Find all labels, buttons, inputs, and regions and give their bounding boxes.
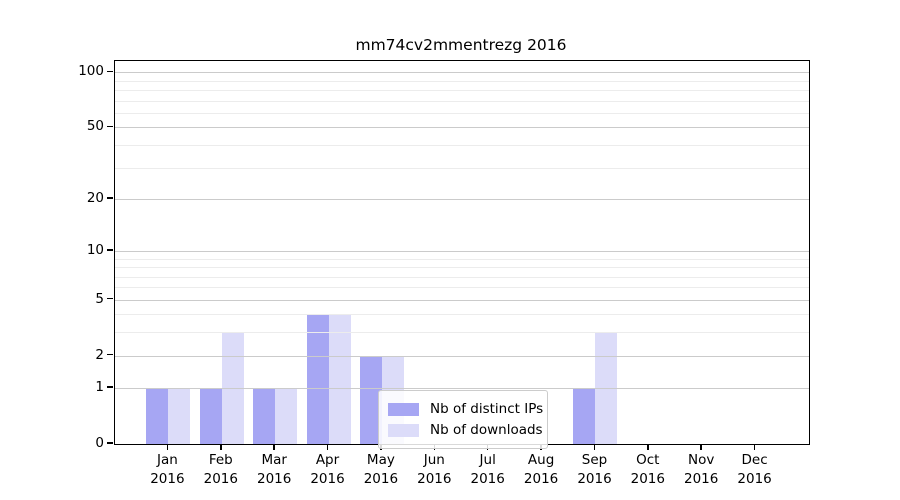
x-tick-year: 2016 [417,471,452,487]
legend: Nb of distinct IPs Nb of downloads [378,390,548,449]
x-tick-month: Apr [315,452,340,468]
chart-title: mm74cv2mmentrezg 2016 [355,36,567,54]
x-tick-year: 2016 [737,471,772,487]
gridline-minor [115,90,809,92]
y-axis-tick [107,353,113,356]
y-axis-tick [107,442,113,444]
x-tick-month: May [366,452,395,468]
x-tick-year: 2016 [523,471,559,487]
x-axis-tick-label: Jan 2016 [135,451,199,489]
y-axis-tick-label: 2 [95,346,104,363]
x-axis-tick-label: Dec 2016 [723,451,787,489]
x-axis-tick-label: Nov 2016 [669,451,733,489]
gridline-minor [115,258,809,260]
x-axis-tick [700,445,702,450]
x-tick-month: Sep [581,452,608,468]
bar-distinct-ips [359,355,382,444]
x-tick-month: Nov [688,452,715,468]
x-axis-tick-label: Oct 2016 [616,451,680,489]
x-tick-year: 2016 [203,471,238,487]
bar-distinct-ips [146,388,169,444]
gridline-major [115,388,809,390]
gridline-minor [115,314,809,316]
y-axis-tick [107,249,113,251]
x-tick-month: Dec [741,452,768,468]
x-tick-year: 2016 [257,471,292,487]
x-axis-tick-label: Feb 2016 [189,451,253,489]
x-tick-year: 2016 [684,471,719,487]
x-tick-month: Feb [208,452,233,468]
gridline-major [115,198,809,200]
y-axis-tick-label: 0 [95,435,104,451]
gridline-minor [115,287,809,289]
bar-distinct-ips [306,314,329,444]
x-tick-year: 2016 [363,471,399,487]
gridline-major [115,127,809,129]
bar-distinct-ips [573,388,596,444]
x-tick-year: 2016 [470,471,505,487]
bar-downloads [168,388,191,444]
x-axis-tick [166,445,169,450]
legend-swatch-downloads [388,423,419,437]
x-axis-tick [753,445,756,450]
x-tick-month: Jan [156,452,178,468]
gridline-minor [115,113,809,114]
bar-downloads [328,314,351,444]
y-axis-tick [107,386,113,388]
x-axis-tick [326,445,329,450]
y-axis-tick [107,297,113,300]
x-tick-year: 2016 [310,471,345,487]
x-axis-tick-label: Jul 2016 [456,451,520,489]
gridline-minor [115,332,809,334]
gridline-major [115,250,809,252]
x-tick-year: 2016 [150,471,185,487]
y-axis-tick-label: 50 [86,118,104,135]
gridline-minor [115,276,809,278]
y-axis-tick-label: 5 [95,290,104,307]
x-tick-month: Aug [527,452,555,468]
x-axis-tick [220,445,222,450]
x-tick-year: 2016 [630,471,665,487]
y-axis-tick [107,70,113,73]
x-tick-month: Mar [261,452,287,468]
gridline-minor [115,167,809,169]
gridline-major [115,299,809,301]
bar-distinct-ips [253,388,276,444]
gridline-minor [115,80,809,82]
legend-item: Nb of downloads [388,420,543,440]
legend-swatch-distinct-ips [388,402,419,416]
x-tick-month: Jun [423,452,445,468]
gridline-major [115,355,809,357]
y-axis-tick-label: 1 [95,379,104,396]
y-axis-tick [107,125,113,128]
bar-downloads [275,388,298,444]
bar-distinct-ips [199,388,222,444]
y-axis-tick-label: 20 [86,189,104,206]
x-axis-tick [273,445,275,450]
x-axis-tick-label: Aug 2016 [509,451,573,489]
plot-area: Nb of distinct IPs Nb of downloads [114,60,810,449]
gridline-major [115,72,809,74]
x-axis-tick [647,445,649,450]
x-axis-tick-label: Sep 2016 [563,451,627,489]
x-tick-month: Oct [636,452,660,468]
x-tick-year: 2016 [577,471,612,487]
y-axis-tick-label: 10 [86,241,104,258]
gridline-minor [115,100,809,102]
y-axis-tick-label: 100 [78,63,104,80]
x-axis-tick-label: May 2016 [349,451,413,489]
x-axis-tick-label: Jun 2016 [402,451,466,489]
gridline-minor [115,145,809,146]
x-axis-tick-label: Apr 2016 [296,451,360,489]
legend-label: Nb of distinct IPs [430,401,544,417]
y-axis-tick [107,197,113,199]
legend-item: Nb of distinct IPs [388,399,543,419]
gridline-minor [115,267,809,269]
legend-label: Nb of downloads [430,422,543,438]
x-axis-tick-label: Mar 2016 [242,451,306,489]
x-axis-tick [593,445,596,450]
x-tick-month: Jul [479,452,496,468]
